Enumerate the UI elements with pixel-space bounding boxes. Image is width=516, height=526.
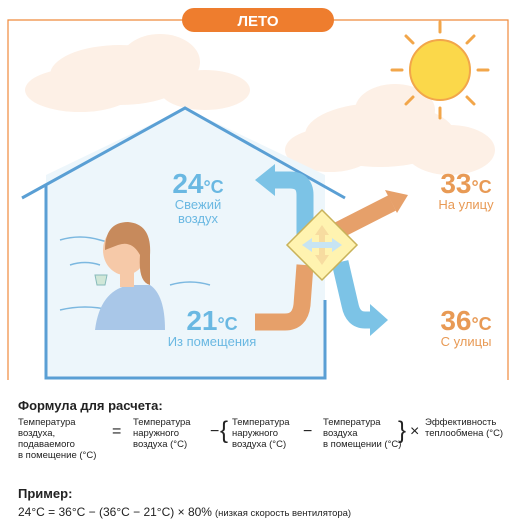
temperature-caption: Из помещения	[168, 334, 257, 349]
formula-term: теплообмена (°C)	[425, 428, 503, 439]
temperature: 33°C	[440, 168, 491, 199]
temperature-caption: На улицу	[438, 197, 494, 212]
arrowhead	[370, 304, 388, 336]
formula-term: Температура	[133, 417, 191, 428]
temperature-value: 24	[172, 168, 204, 199]
formula-symbol: =	[112, 423, 121, 440]
example-formula: 24°C = 36°C − (36°C − 21°C) × 80%	[18, 505, 212, 519]
formula-symbol: −	[303, 423, 312, 440]
formula-term: в помещение (°C)	[18, 450, 96, 461]
formula-term: Температура	[323, 417, 381, 428]
temperature: 36°C	[440, 305, 491, 336]
infographic: ЛЕТО	[0, 0, 516, 526]
formula-term: наружного	[133, 428, 179, 439]
example-equation: 24°C = 36°C − (36°C − 21°C) × 80%(низкая…	[18, 505, 351, 519]
badge-text: ЛЕТО	[238, 13, 279, 30]
formula-term: наружного	[232, 428, 278, 439]
formula-title: Формула для расчета:	[18, 398, 163, 413]
formula-term: Температура	[232, 417, 290, 428]
temperature-caption: воздух	[178, 211, 219, 226]
example-note: (низкая скорость вентилятора)	[215, 508, 351, 519]
temperature-value: 21	[186, 305, 217, 336]
temperature-caption: С улицы	[441, 334, 492, 349]
temperature-unit: °C	[217, 314, 237, 334]
formula-term: воздуха	[323, 428, 358, 439]
formula-symbol: ×	[410, 423, 419, 440]
temperature-value: 33	[440, 168, 471, 199]
formula-term: Температура	[18, 417, 76, 428]
example-title: Пример:	[18, 486, 72, 501]
formula-symbol: {	[220, 417, 228, 444]
formula-symbol: −	[210, 423, 219, 440]
temperature-unit: °C	[471, 177, 491, 197]
formula-term: воздуха,	[18, 428, 55, 439]
formula-symbol: }	[398, 417, 406, 444]
temperature-value: 36	[440, 305, 471, 336]
formula-term: Эффективность	[425, 417, 496, 428]
temperature-unit: °C	[203, 177, 223, 197]
temperature-unit: °C	[471, 314, 491, 334]
formula-term: подаваемого	[18, 439, 75, 450]
formula-term: воздуха (°C)	[232, 439, 286, 450]
formula-term: в помещении (°C)	[323, 439, 401, 450]
sun	[392, 22, 488, 118]
formula-term: воздуха (°C)	[133, 439, 187, 450]
temperature-caption: Свежий	[175, 197, 221, 212]
